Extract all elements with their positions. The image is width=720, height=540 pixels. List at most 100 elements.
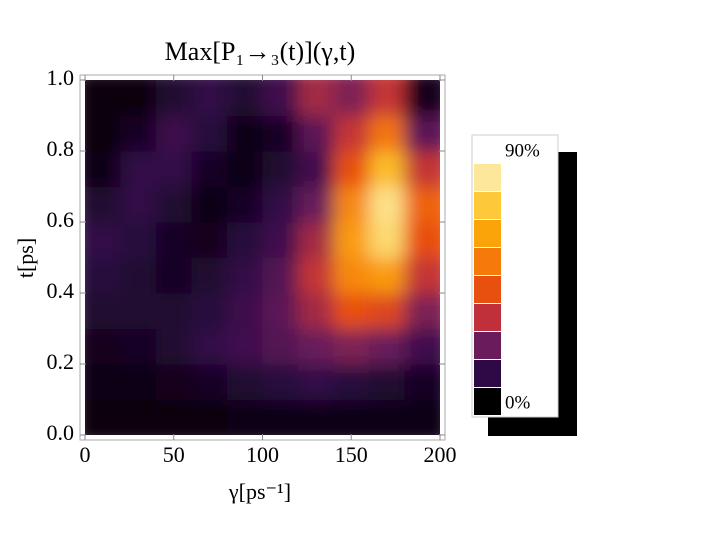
heat-cell xyxy=(369,186,405,223)
heat-cell xyxy=(404,186,440,223)
heat-cell xyxy=(262,364,299,400)
heat-cell xyxy=(120,186,157,223)
heat-cell xyxy=(156,257,192,294)
x-axis-label: γ[ps⁻¹] xyxy=(228,479,291,504)
heat-cell xyxy=(85,151,121,187)
heat-cell xyxy=(227,399,263,435)
heat-cell xyxy=(262,151,299,187)
heat-cell xyxy=(262,80,299,116)
legend-label: 0% xyxy=(505,392,531,413)
heat-cell xyxy=(262,293,299,329)
heat-cell xyxy=(333,186,370,223)
heat-cell xyxy=(333,115,370,152)
heat-cell xyxy=(369,115,405,152)
heat-cell xyxy=(227,364,263,400)
heat-cell xyxy=(369,328,405,365)
heat-cell xyxy=(191,151,228,187)
heat-cell xyxy=(369,222,405,258)
heat-cell xyxy=(156,293,192,329)
heatmap xyxy=(85,80,440,435)
y-tick-label: 0.8 xyxy=(47,136,75,161)
legend-swatch xyxy=(474,332,501,359)
legend-swatch xyxy=(474,220,501,247)
heat-cell xyxy=(369,293,405,329)
heat-cell xyxy=(85,399,121,435)
heat-cell xyxy=(369,257,405,294)
heat-cell xyxy=(191,80,228,116)
x-tick-label: 200 xyxy=(424,442,457,467)
y-tick-label: 0.6 xyxy=(47,207,75,232)
heat-cell xyxy=(191,186,228,223)
heat-cell xyxy=(156,364,192,400)
heat-cell xyxy=(298,399,334,435)
heat-cell xyxy=(404,399,440,435)
heat-cell xyxy=(120,257,157,294)
heat-cell xyxy=(156,115,192,152)
heat-cell xyxy=(227,80,263,116)
heat-cell xyxy=(85,364,121,400)
y-tick-label: 0.0 xyxy=(47,420,75,445)
heat-cell xyxy=(262,328,299,365)
heat-cell xyxy=(262,115,299,152)
heat-cell xyxy=(333,151,370,187)
heat-cell xyxy=(85,328,121,365)
heat-cell xyxy=(333,293,370,329)
legend-swatch xyxy=(474,388,501,415)
legend-swatch xyxy=(474,360,501,387)
heat-cell xyxy=(191,115,228,152)
heat-cell xyxy=(404,257,440,294)
heat-cell xyxy=(404,80,440,116)
heat-cell xyxy=(227,293,263,329)
legend-swatch xyxy=(474,304,501,331)
heat-cell xyxy=(262,186,299,223)
heat-cell xyxy=(85,80,121,116)
heat-cell xyxy=(156,151,192,187)
heat-cell xyxy=(156,399,192,435)
heat-cell xyxy=(333,80,370,116)
heat-cell xyxy=(298,364,334,400)
heat-cell xyxy=(298,257,334,294)
heat-cell xyxy=(227,115,263,152)
y-tick-label: 0.4 xyxy=(47,278,75,303)
heat-cell xyxy=(369,399,405,435)
heat-cell xyxy=(298,293,334,329)
heat-cell xyxy=(404,115,440,152)
heat-cell xyxy=(85,222,121,258)
heat-cell xyxy=(191,222,228,258)
heat-cell xyxy=(298,80,334,116)
y-tick-label: 1.0 xyxy=(47,65,75,90)
y-tick-label: 0.2 xyxy=(47,349,75,374)
heat-cell xyxy=(156,186,192,223)
heat-cell xyxy=(156,80,192,116)
heat-cell xyxy=(120,328,157,365)
heat-cell xyxy=(369,80,405,116)
heat-cell xyxy=(333,222,370,258)
heat-cell xyxy=(191,293,228,329)
heat-cell xyxy=(262,257,299,294)
legend-swatch xyxy=(474,276,501,303)
heat-cell xyxy=(298,222,334,258)
heat-cell xyxy=(120,293,157,329)
x-tick-label: 100 xyxy=(246,442,279,467)
heat-cell xyxy=(333,399,370,435)
heat-cell xyxy=(227,186,263,223)
x-tick-label: 0 xyxy=(80,442,91,467)
chart-title: Max[P₁→₃(t)](γ,t) xyxy=(165,37,356,66)
heat-cell xyxy=(120,364,157,400)
heat-cell xyxy=(85,186,121,223)
heat-cell xyxy=(404,222,440,258)
heat-cell xyxy=(227,328,263,365)
heat-cells xyxy=(85,80,440,435)
heat-cell xyxy=(333,257,370,294)
heat-cell xyxy=(227,151,263,187)
heat-cell xyxy=(298,186,334,223)
heat-cell xyxy=(227,222,263,258)
heat-cell xyxy=(298,115,334,152)
x-tick-label: 50 xyxy=(163,442,185,467)
heat-cell xyxy=(191,257,228,294)
heat-cell xyxy=(404,151,440,187)
heat-cell xyxy=(156,328,192,365)
heat-cell xyxy=(298,328,334,365)
